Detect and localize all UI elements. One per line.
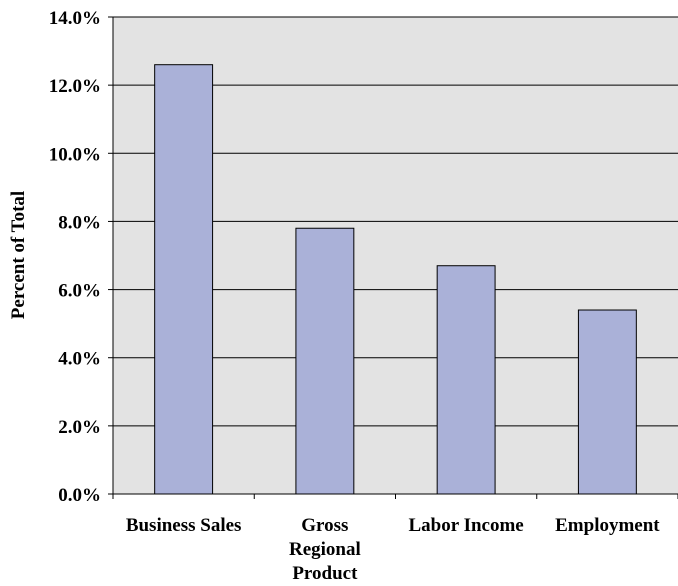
y-tick-label: 8.0%	[58, 212, 101, 233]
x-tick-label-line: Gross	[301, 515, 348, 536]
y-axis-title: Percent of Total	[8, 191, 29, 319]
x-tick-label-line: Regional	[289, 539, 361, 560]
y-tick-label: 12.0%	[49, 76, 101, 97]
x-tick-labels: Business Sales Gross Regional Product Labor …	[126, 515, 660, 584]
bar	[577, 309, 637, 495]
y-tick-label: 10.0%	[49, 144, 101, 165]
bar	[295, 227, 355, 495]
y-tick-labels: 0.0% 2.0% 4.0% 6.0% 8.0% 10.0% 12.0% 14.0%	[49, 8, 101, 506]
x-tick-label-line: Business Sales	[126, 515, 242, 536]
y-tick-label: 6.0%	[58, 281, 101, 302]
x-tick-label: Business Sales	[126, 515, 242, 536]
x-tick-label-line: Product	[292, 563, 358, 584]
x-tick-label: Employment	[555, 515, 660, 536]
x-tick-label-line: Employment	[555, 515, 660, 536]
y-tick-label: 2.0%	[58, 417, 101, 438]
bar	[436, 265, 496, 495]
axes	[108, 16, 678, 499]
y-tick-label: 4.0%	[58, 349, 101, 370]
y-tick-label: 14.0%	[49, 8, 101, 29]
y-tick-label: 0.0%	[58, 485, 101, 506]
x-tick-label-line: Labor Income	[409, 515, 524, 536]
bar	[154, 64, 214, 495]
x-tick-label: Labor Income	[409, 515, 524, 536]
x-tick-label: Gross Regional Product	[289, 515, 361, 584]
